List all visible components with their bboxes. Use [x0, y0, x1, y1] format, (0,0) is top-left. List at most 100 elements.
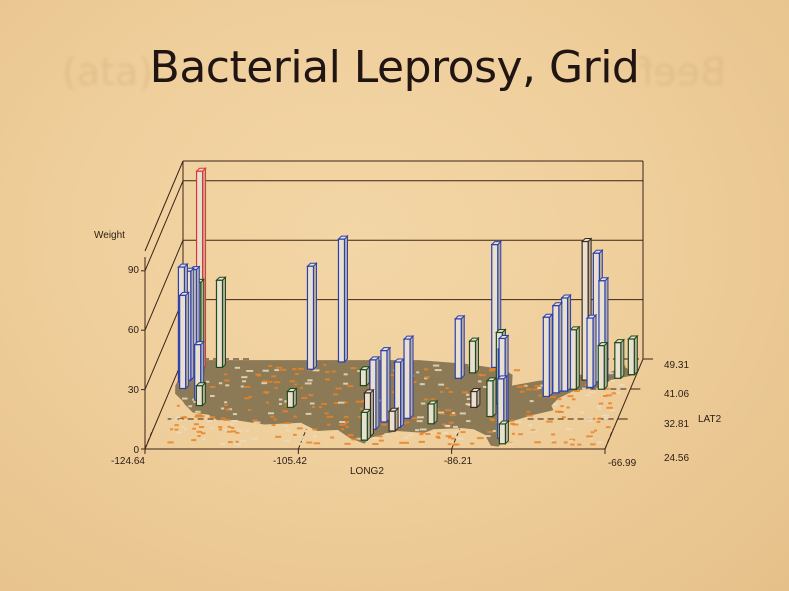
map-speckle — [435, 435, 440, 438]
slide-title: Bacterial Leprosy, Grid — [149, 42, 640, 93]
map-speckle — [417, 416, 424, 419]
map-speckle — [235, 431, 240, 434]
map-speckle — [270, 415, 275, 418]
map-speckle — [193, 423, 200, 426]
map-speckle — [533, 388, 539, 391]
map-speckle — [256, 374, 262, 377]
bar-front — [454, 318, 462, 379]
map-speckle — [343, 382, 349, 385]
map-speckle — [195, 414, 203, 417]
map-speckle — [528, 424, 533, 427]
map-speckle — [587, 417, 593, 420]
map-speckle — [252, 437, 258, 440]
map-speckle — [461, 391, 469, 394]
bar — [402, 334, 415, 420]
y-tick-label: 41.06 — [664, 389, 689, 400]
map-speckle — [445, 387, 449, 390]
map-speckle — [347, 433, 353, 436]
map-speckle — [253, 421, 261, 424]
map-speckle — [378, 439, 384, 442]
side-wall-gridline — [144, 240, 184, 331]
map-speckle — [490, 419, 495, 422]
map-speckle — [220, 407, 225, 410]
map-speckle — [590, 417, 596, 420]
map-speckle — [526, 388, 532, 391]
bar-front — [403, 338, 411, 419]
map-speckle — [180, 416, 186, 419]
map-speckle — [460, 431, 466, 434]
map-speckle — [445, 435, 452, 438]
map-speckle — [193, 400, 197, 403]
map-speckle — [381, 423, 387, 426]
map-speckle — [597, 441, 603, 444]
map-speckle — [301, 396, 308, 399]
bar — [468, 336, 480, 375]
z-tick-label: 0 — [133, 445, 139, 456]
map-speckle — [586, 435, 593, 438]
map-speckle — [598, 402, 604, 405]
map-speckle — [209, 426, 214, 429]
bar-front — [215, 279, 224, 369]
map-speckle — [451, 437, 456, 440]
map-speckle — [420, 431, 425, 434]
map-speckle — [274, 387, 278, 390]
map-speckle — [361, 400, 366, 403]
bar-front — [586, 317, 594, 389]
map-speckle — [571, 398, 576, 401]
map-speckle — [454, 443, 460, 446]
map-speckle — [293, 433, 297, 436]
map-speckle — [255, 373, 261, 376]
bar-front — [542, 316, 550, 398]
map-speckle — [229, 423, 233, 426]
map-speckle — [573, 390, 580, 393]
map-speckle — [508, 442, 514, 445]
map-speckle — [171, 418, 176, 421]
bar-front — [388, 410, 396, 432]
map-speckle — [268, 364, 273, 367]
map-speckle — [549, 396, 556, 399]
bar-front — [486, 380, 494, 418]
x-tick-label: -86.21 — [444, 456, 473, 467]
map-speckle — [183, 428, 188, 431]
bar — [215, 276, 227, 369]
x-depth-tick — [604, 428, 614, 450]
bar-front — [581, 240, 589, 381]
map-speckle — [546, 420, 553, 423]
map-speckle — [459, 412, 466, 415]
map-speckle — [530, 429, 536, 432]
map-speckle — [561, 416, 566, 419]
map-speckle — [553, 403, 558, 406]
map-speckle — [441, 413, 445, 416]
map-speckle — [273, 418, 277, 421]
x-tick-label: -66.99 — [608, 458, 637, 469]
map-speckle — [424, 376, 430, 379]
map-speckle — [296, 427, 303, 430]
map-speckle — [284, 424, 288, 427]
map-speckle — [275, 435, 282, 438]
map-speckle — [577, 443, 582, 446]
map-speckle — [271, 424, 276, 427]
map-speckle — [324, 412, 329, 415]
bar — [195, 381, 207, 407]
map-speckle — [318, 406, 322, 409]
map-speckle — [405, 421, 410, 424]
map-speckle — [344, 442, 351, 445]
map-speckle — [466, 393, 470, 396]
bar — [560, 293, 572, 393]
map-speckle — [587, 419, 593, 422]
map-speckle — [176, 431, 183, 434]
map-speckle — [550, 439, 555, 442]
bar-front — [337, 238, 346, 363]
grid-and-axes — [141, 160, 653, 454]
map-speckle — [512, 423, 519, 426]
map-speckle — [304, 382, 312, 385]
map-speckle — [218, 428, 222, 431]
map-speckle — [230, 426, 235, 429]
map-speckle — [227, 425, 231, 428]
map-speckle — [518, 433, 523, 436]
map-speckle — [510, 422, 515, 425]
map-speckle — [373, 437, 380, 440]
map-speckle — [299, 386, 304, 389]
map-speckle — [522, 385, 526, 388]
map-speckle — [261, 380, 268, 383]
